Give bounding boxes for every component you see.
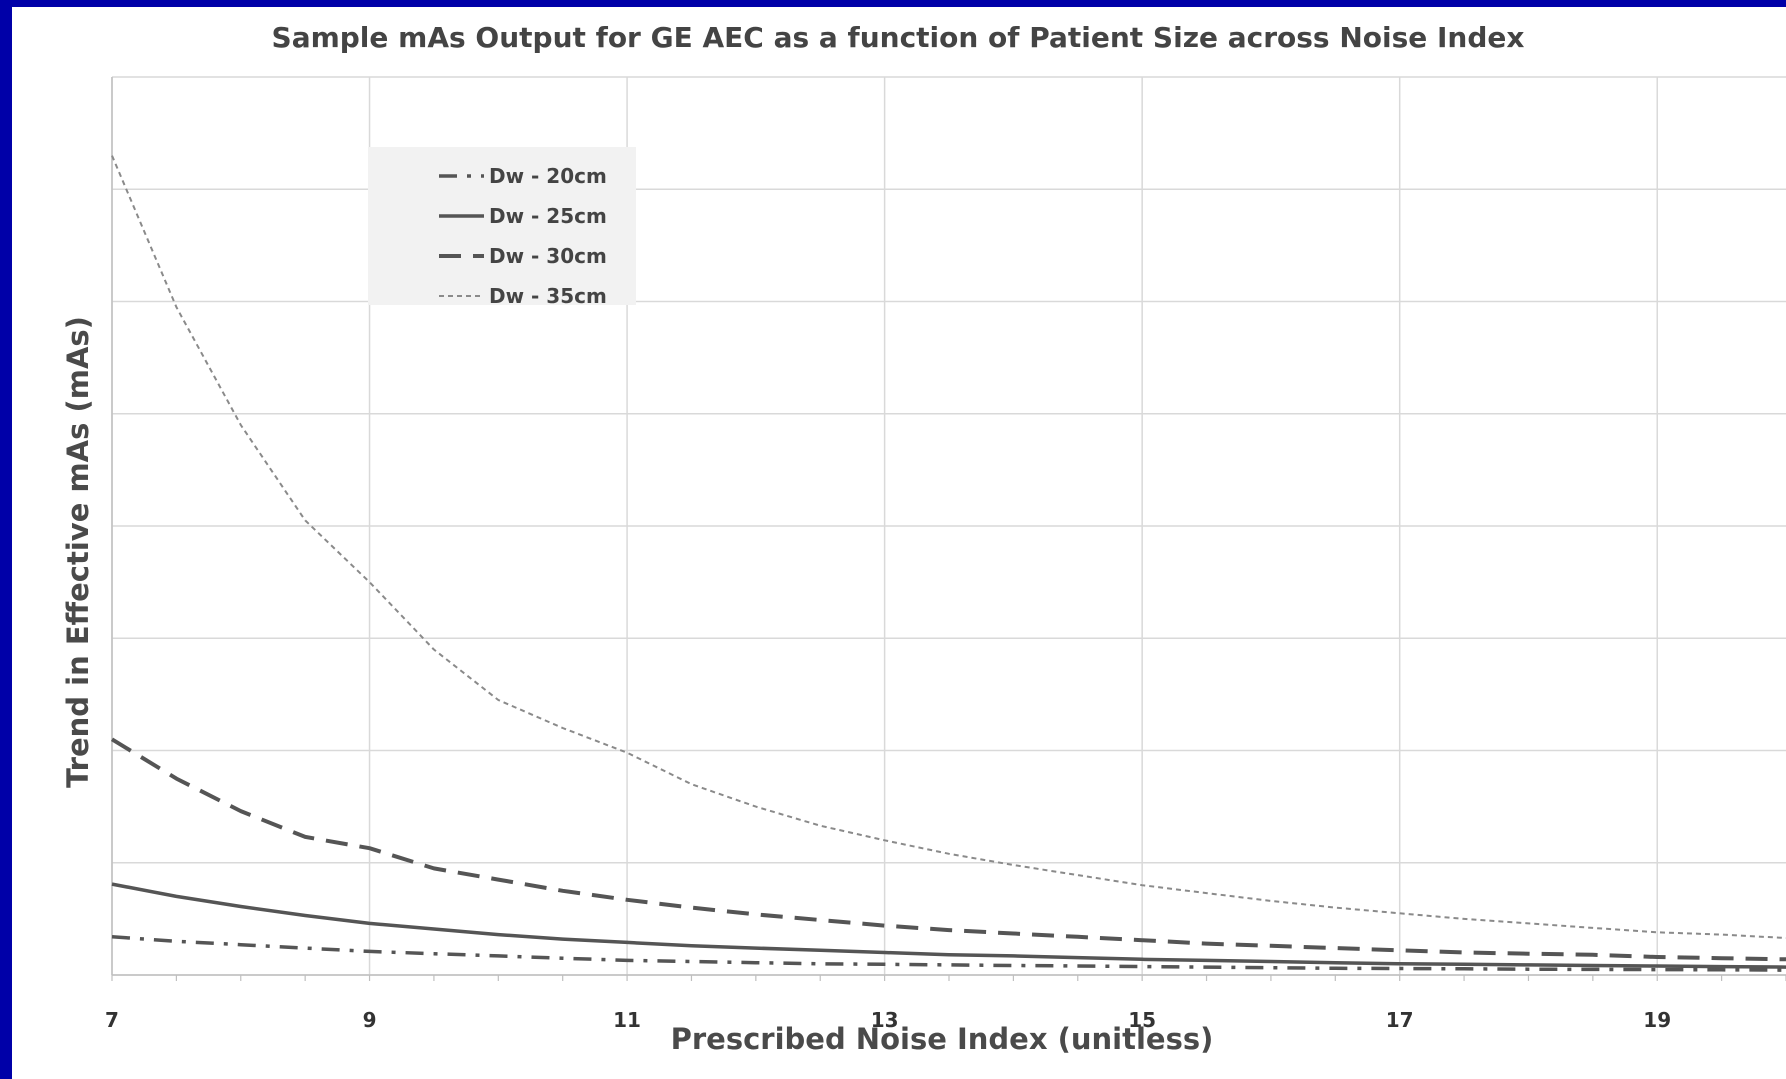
axes <box>111 77 1786 981</box>
series-line-1 <box>111 935 1786 972</box>
x-tick-label: 11 <box>613 1008 641 1032</box>
legend-label: Dw - 35cm <box>489 284 607 308</box>
x-tick-labels: 7 9 11 13 15 17 19 <box>105 1008 1671 1032</box>
x-tick-label: 9 <box>363 1008 377 1032</box>
x-tick-label: 13 <box>871 1008 899 1032</box>
grid <box>111 76 1786 976</box>
x-tick-label: 15 <box>1128 1008 1156 1032</box>
chart-frame: Sample mAs Output for GE AEC as a functi… <box>12 7 1786 1079</box>
y-axis-title: Trend in Effective mAs (mAs) <box>61 316 95 788</box>
x-tick-label: 19 <box>1643 1008 1671 1032</box>
legend-label: Dw - 30cm <box>489 244 607 268</box>
x-axis-title: Prescribed Noise Index (unitless) <box>671 1022 1214 1056</box>
x-tick-label: 7 <box>105 1008 119 1032</box>
legend: Dw - 20cm Dw - 25cm Dw - 30cm Dw - 35cm <box>368 147 636 308</box>
chart: Sample mAs Output for GE AEC as a functi… <box>61 21 1786 1056</box>
series-group <box>110 155 1786 972</box>
legend-box <box>368 147 636 305</box>
x-tick-label: 17 <box>1386 1008 1414 1032</box>
legend-label: Dw - 20cm <box>489 164 607 188</box>
series-line-3 <box>110 737 1786 962</box>
series-line-2 <box>111 882 1786 969</box>
legend-label: Dw - 25cm <box>489 204 607 228</box>
series-line-4 <box>111 155 1786 939</box>
chart-title: Sample mAs Output for GE AEC as a functi… <box>272 21 1525 54</box>
